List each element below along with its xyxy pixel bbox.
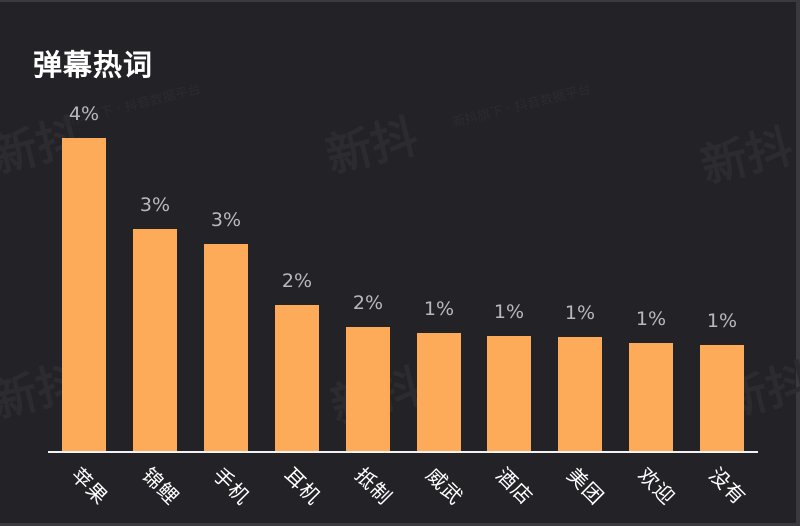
bar-value-label: 1%: [423, 298, 455, 320]
bar[interactable]: [62, 138, 106, 451]
bar[interactable]: [700, 345, 744, 451]
x-axis-line: [48, 451, 758, 453]
bar-value-label: 1%: [564, 302, 596, 324]
bar-value-label: 1%: [635, 308, 667, 330]
bar[interactable]: [346, 327, 390, 451]
bar-value-label: 3%: [210, 209, 242, 231]
bar[interactable]: [558, 337, 602, 451]
bar[interactable]: [629, 343, 673, 451]
bar-value-label: 3%: [139, 194, 171, 216]
bar-value-label: 1%: [493, 301, 525, 323]
bar-value-label: 2%: [352, 292, 384, 314]
bar[interactable]: [417, 333, 461, 451]
bar-value-label: 4%: [68, 103, 100, 125]
bar-value-label: 1%: [706, 310, 738, 332]
bar[interactable]: [487, 336, 531, 451]
bar[interactable]: [275, 305, 319, 451]
bar[interactable]: [204, 244, 248, 451]
chart-title: 弹幕热词: [33, 48, 154, 82]
bar-value-label: 2%: [281, 270, 313, 292]
bar[interactable]: [133, 229, 177, 451]
